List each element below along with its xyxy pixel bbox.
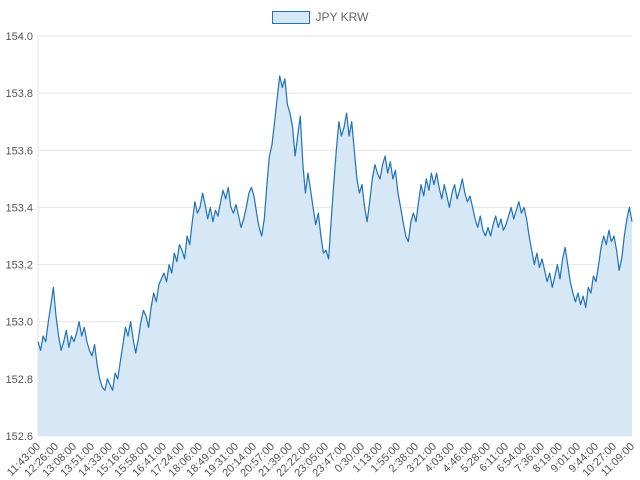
svg-text:153.8: 153.8	[5, 88, 33, 100]
legend-swatch	[271, 10, 310, 24]
svg-text:153.4: 153.4	[5, 202, 33, 214]
svg-text:154.0: 154.0	[5, 31, 33, 43]
chart-legend[interactable]: JPY KRW	[0, 0, 640, 30]
svg-text:153.2: 153.2	[5, 260, 33, 272]
svg-text:152.6: 152.6	[5, 431, 33, 443]
legend-label: JPY KRW	[315, 10, 369, 24]
price-chart[interactable]: 152.6 152.8 153.0 153.2 153.4 153.6 153.8 154.0…	[0, 30, 640, 480]
svg-text:152.8: 152.8	[5, 374, 33, 386]
svg-text:153.6: 153.6	[5, 145, 33, 157]
svg-text:153.0: 153.0	[5, 317, 33, 329]
